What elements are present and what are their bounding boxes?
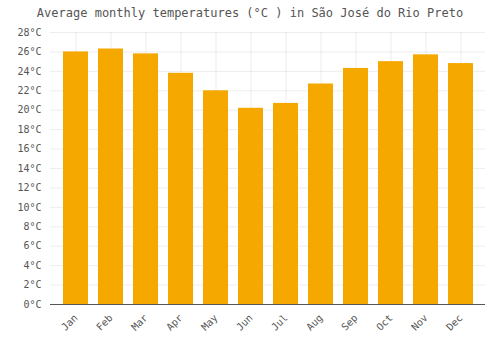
svg-text:2°C: 2°C (23, 279, 41, 290)
svg-text:Aug: Aug (304, 312, 325, 333)
svg-text:16°C: 16°C (17, 143, 41, 154)
svg-text:May: May (199, 312, 220, 333)
svg-text:10°C: 10°C (17, 202, 41, 213)
svg-text:20°C: 20°C (17, 104, 41, 115)
svg-text:18°C: 18°C (17, 124, 41, 135)
svg-text:8°C: 8°C (23, 221, 41, 232)
svg-text:Sep: Sep (339, 312, 360, 333)
svg-text:28°C: 28°C (17, 27, 41, 38)
svg-text:Apr: Apr (164, 312, 185, 333)
svg-text:4°C: 4°C (23, 260, 41, 271)
html-text:Average monthly temperatures (: Average monthly temperatures (°C ) in Sã… (36, 6, 464, 20)
svg-text:12°C: 12°C (17, 182, 41, 193)
svg-text:Jun: Jun (234, 312, 255, 333)
svg-text:Dec: Dec (444, 312, 465, 333)
svg-text:Jul: Jul (269, 312, 290, 333)
svg-text:Jan: Jan (59, 312, 80, 333)
svg-text:Nov: Nov (409, 312, 430, 333)
svg-text:14°C: 14°C (17, 163, 41, 174)
svg-text:0°C: 0°C (23, 299, 41, 310)
svg-text:24°C: 24°C (17, 66, 41, 77)
svg-text:22°C: 22°C (17, 85, 41, 96)
svg-text:Feb: Feb (94, 312, 115, 333)
svg-text:Mar: Mar (129, 312, 150, 333)
svg-text:26°C: 26°C (17, 46, 41, 57)
svg-text:6°C: 6°C (23, 240, 41, 251)
svg-text:Oct: Oct (374, 312, 395, 333)
